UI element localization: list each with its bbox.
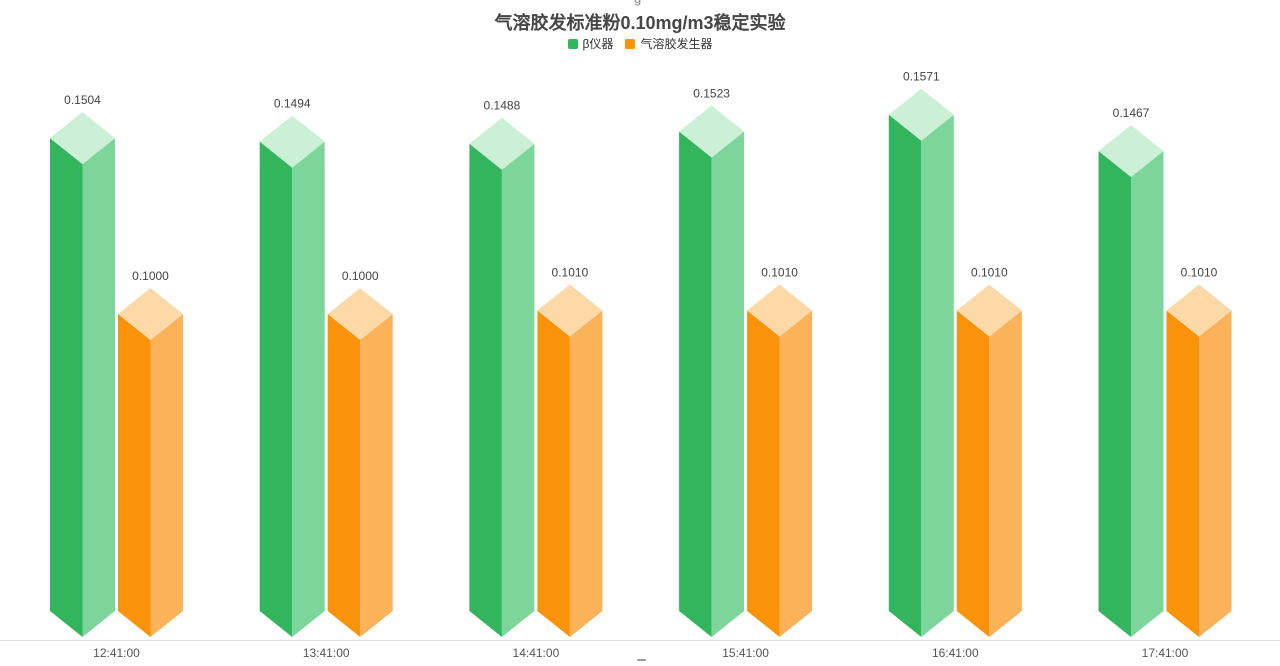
legend-label: β仪器 — [582, 37, 614, 51]
bar-value-label: 0.1494 — [274, 97, 311, 111]
clipped-glyph-fragment-top: g — [634, 0, 652, 6]
legend-label: 气溶胶发生器 — [640, 37, 713, 51]
bar-β仪器-16:41:00[interactable] — [888, 88, 954, 637]
bar-left-face — [537, 310, 570, 637]
bar-value-label: 0.1504 — [64, 93, 101, 107]
chart-legend: β仪器 气溶胶发生器 — [0, 38, 1280, 50]
bar-top-cap — [888, 88, 954, 141]
bar-气溶胶发生器-13:41:00[interactable] — [327, 288, 393, 637]
bar-right-face — [711, 131, 745, 637]
bar-β仪器-17:41:00[interactable] — [1098, 125, 1164, 637]
bar-right-face — [82, 138, 115, 637]
bar-right-face — [1131, 151, 1164, 637]
bar-top-cap — [469, 117, 535, 170]
bar-left-face — [118, 314, 151, 637]
bar-right-face — [150, 314, 183, 637]
bar-top-cap — [537, 284, 603, 337]
bar-left-face — [956, 310, 990, 637]
bar-top-cap — [747, 284, 813, 337]
bar-β仪器-12:41:00[interactable] — [50, 112, 115, 637]
bar-right-face — [360, 314, 393, 637]
bar-top-cap — [259, 115, 325, 168]
bar-top-cap — [1098, 125, 1164, 177]
clipped-glyph-fragment-bottom — [637, 659, 646, 661]
bar-left-face — [259, 141, 293, 637]
bar-β仪器-13:41:00[interactable] — [259, 115, 325, 637]
bar-气溶胶发生器-17:41:00[interactable] — [1166, 284, 1232, 638]
bar-left-face — [469, 143, 502, 637]
bar-right-face — [1199, 310, 1232, 637]
bar-right-face — [569, 310, 603, 637]
bar-left-face — [327, 314, 361, 637]
bar-left-face — [1166, 310, 1199, 637]
bar-left-face — [679, 131, 712, 637]
legend-swatch-orange — [625, 39, 636, 49]
chart-title: 气溶胶发标准粉0.10mg/m3稳定实验 — [494, 13, 786, 33]
bar-top-cap — [1166, 284, 1232, 337]
bar-value-label: 0.1523 — [693, 86, 730, 100]
bar-left-face — [50, 138, 83, 637]
bar-value-label: 0.1000 — [132, 269, 169, 283]
bar-value-label: 0.1010 — [552, 266, 589, 280]
bar-value-label: 0.1010 — [761, 266, 798, 280]
bar-value-label: 0.1010 — [1181, 266, 1218, 280]
legend-item-beta-instrument[interactable]: β仪器 — [567, 37, 614, 51]
bar-left-face — [747, 310, 780, 637]
bar-right-face — [921, 114, 954, 637]
bar-value-label: 0.1467 — [1113, 106, 1150, 120]
bar-left-face — [888, 114, 922, 637]
bar-top-cap — [679, 105, 745, 158]
bar-right-face — [989, 310, 1022, 637]
bar-气溶胶发生器-14:41:00[interactable] — [537, 284, 603, 638]
bar-β仪器-14:41:00[interactable] — [469, 117, 535, 637]
bar-value-label: 0.1010 — [971, 266, 1008, 280]
bar-top-cap — [50, 112, 115, 165]
bar-value-label: 0.1000 — [342, 269, 379, 283]
bar-气溶胶发生器-15:41:00[interactable] — [747, 284, 813, 638]
bar-气溶胶发生器-16:41:00[interactable] — [956, 284, 1022, 638]
legend-item-aerosol-generator[interactable]: 气溶胶发生器 — [625, 38, 712, 50]
legend-swatch-green — [567, 39, 578, 49]
bar-right-face — [292, 141, 325, 637]
bar-气溶胶发生器-12:41:00[interactable] — [118, 288, 183, 637]
bar-right-face — [779, 310, 813, 637]
bar-β仪器-15:41:00[interactable] — [679, 105, 745, 638]
bar-left-face — [1098, 151, 1131, 637]
bar-top-cap — [327, 288, 393, 340]
bar-value-label: 0.1488 — [484, 99, 521, 113]
bar-value-label: 0.1571 — [903, 70, 940, 84]
bar-top-cap — [956, 284, 1022, 337]
bar-right-face — [501, 143, 535, 637]
bar-top-cap — [118, 288, 183, 340]
